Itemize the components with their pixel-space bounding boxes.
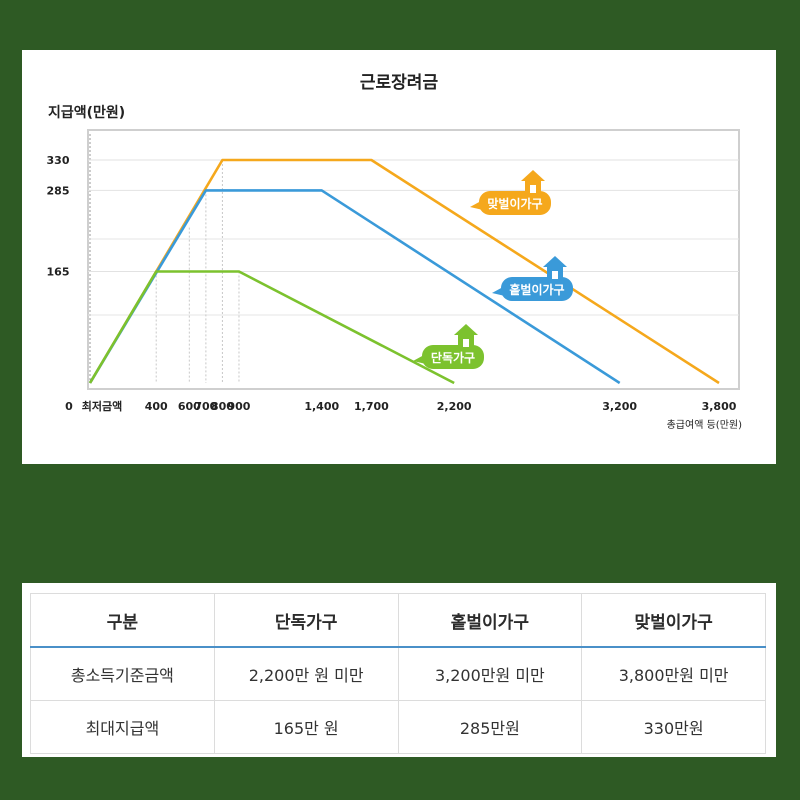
table-cell: 3,800만원 미만 [581,647,766,701]
header-category: 구분 [30,593,215,648]
header-single: 단독가구 [214,593,399,648]
house-roof [543,256,567,267]
table-panel: 구분 단독가구 홑벌이가구 맞벌이가구 총소득기준금액 2,200만 원 미만 … [22,583,776,757]
series-label-callout: 홑벌이가구 [492,256,573,301]
callout-bubble [501,277,573,301]
plot-frame [87,129,740,390]
comparison-table: 구분 단독가구 홑벌이가구 맞벌이가구 총소득기준금액 2,200만 원 미만 … [30,593,766,754]
min-wage-label: 최저금액 [82,399,122,413]
callout-bubble [479,191,551,215]
table-cell: 285만원 [398,700,583,754]
callout-pointer [492,287,505,296]
y-tick-label: 330 [47,154,70,167]
x-tick-label: 700 [194,400,217,413]
x-axis-label: 총급여액 등(만원) [667,419,742,431]
series-layer [88,158,720,385]
x-tick-label: 3,200 [602,400,637,413]
y-tick-label: 165 [47,266,70,279]
table-row: 최대지급액 165만 원 285만원 330만원 [30,700,766,754]
table-header-row: 구분 단독가구 홑벌이가구 맞벌이가구 [30,593,766,648]
table-cell: 2,200만 원 미만 [214,647,399,701]
house-icon [543,256,567,279]
grid-layer [88,134,739,383]
house-roof [521,170,545,181]
table-cell: 3,200만원 미만 [398,647,583,701]
table-cell: 최대지급액 [30,700,215,754]
series-label-callout: 맞벌이가구 [470,170,551,215]
chart-panel: 근로장려금 지급액(만원) 400 600 700 800 900 1,400 1,700 2… [22,50,776,464]
chart-title: 근로장려금 [360,73,439,93]
header-dual-earner: 맞벌이가구 [581,593,766,648]
callout-bubble [422,345,484,369]
callout-pointer [470,201,483,210]
series-label: 단독가구 [431,350,475,365]
house-door [463,339,469,347]
series-label: 홑벌이가구 [509,282,564,297]
y-tick-label: 285 [47,184,70,197]
house-door [552,271,558,279]
x-tick-label: 3,800 [702,400,737,413]
x-tick-label: 600 [178,400,201,413]
x-tick-label: 1,700 [354,400,389,413]
house-icon [454,324,478,347]
series-label-callout: 단독가구 [413,324,484,369]
table-row: 총소득기준금액 2,200만 원 미만 3,200만원 미만 3,800만원 미… [30,647,766,701]
house-roof [454,324,478,335]
header-single-earner: 홑벌이가구 [398,593,583,648]
table-cell: 330만원 [581,700,766,754]
origin-label: 0 [65,400,73,413]
y-axis-label: 지급액(만원) [48,104,125,121]
house-icon [521,170,545,193]
x-tick-label: 1,400 [304,400,339,413]
series-label: 맞벌이가구 [487,196,542,211]
x-tick-label: 900 [227,400,250,413]
table-cell: 총소득기준금액 [30,647,215,701]
x-tick-label: 2,200 [437,400,472,413]
series-line [88,270,455,385]
callout-pointer [413,355,426,364]
table-cell: 165만 원 [214,700,399,754]
x-tick-label: 800 [211,400,234,413]
x-tick-label: 400 [145,400,168,413]
house-door [530,185,536,193]
